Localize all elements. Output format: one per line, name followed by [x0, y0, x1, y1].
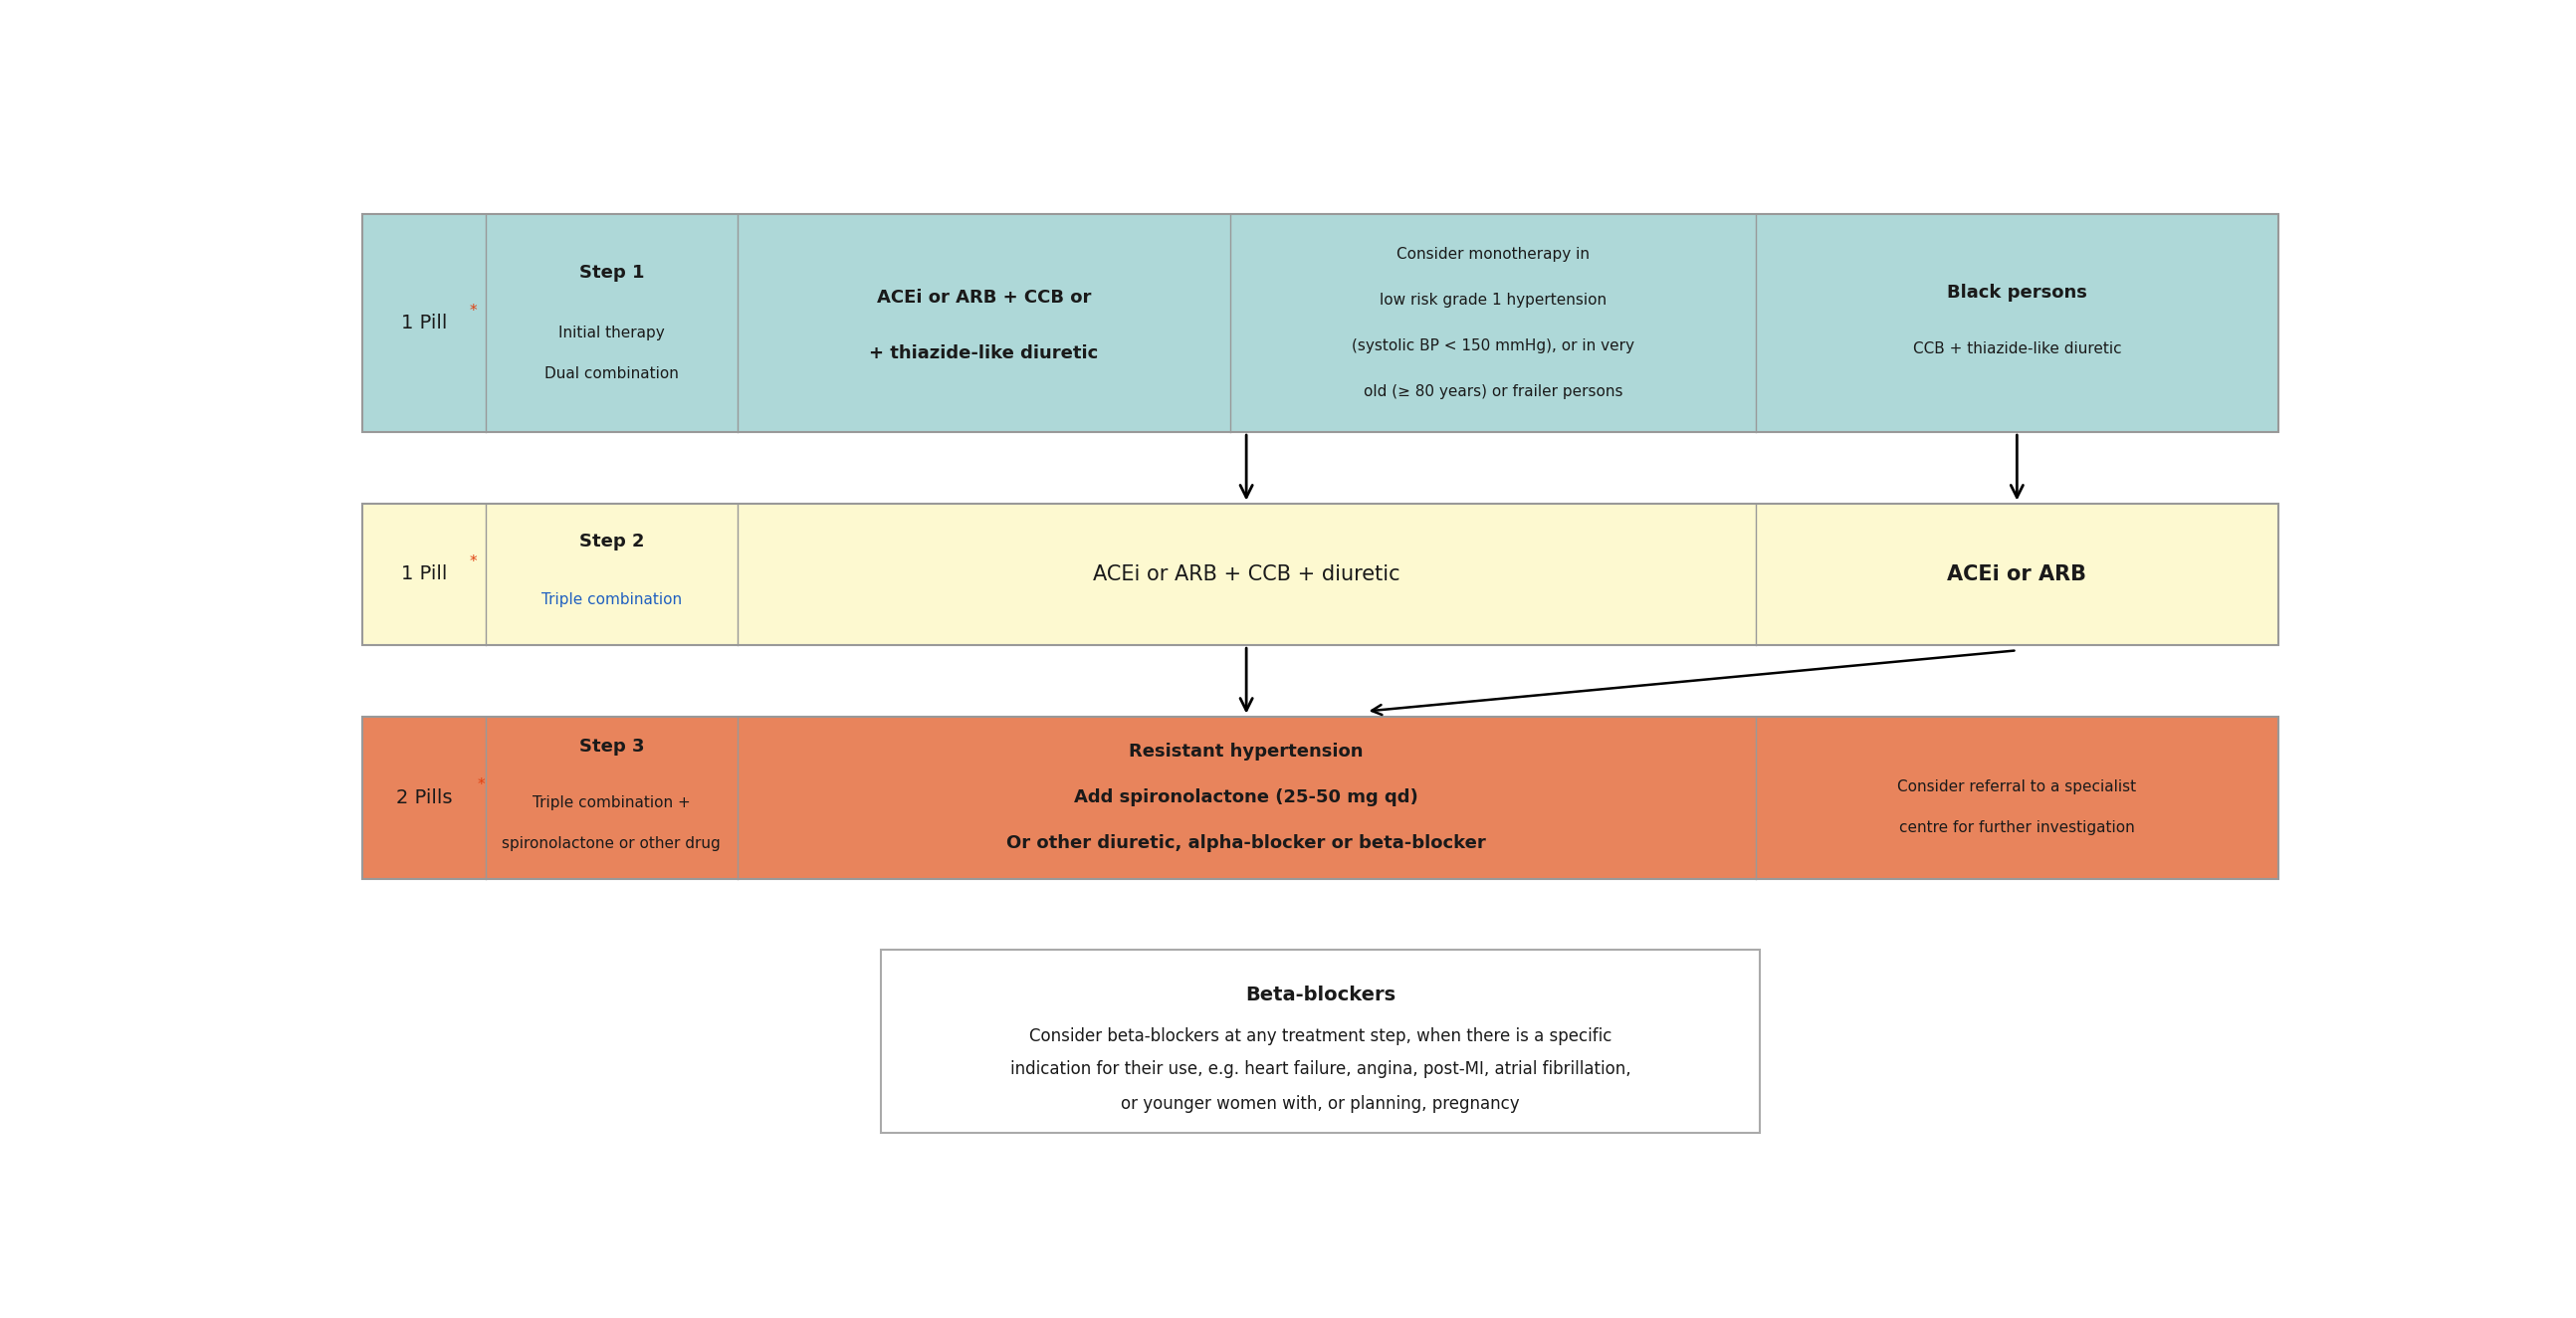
Text: 1 Pill: 1 Pill [402, 314, 446, 332]
Text: Triple combination +: Triple combination + [533, 795, 690, 811]
Text: Dual combination: Dual combination [544, 366, 677, 381]
Text: 1 Pill: 1 Pill [402, 565, 446, 584]
Text: Or other diuretic, alpha-blocker or beta-blocker: Or other diuretic, alpha-blocker or beta… [1007, 834, 1486, 853]
Text: Step 1: Step 1 [580, 264, 644, 281]
Text: or younger women with, or planning, pregnancy: or younger women with, or planning, preg… [1121, 1095, 1520, 1112]
Bar [361, 716, 2280, 879]
Text: (systolic BP < 150 mmHg), or in very: (systolic BP < 150 mmHg), or in very [1352, 339, 1633, 353]
Text: indication for their use, e.g. heart failure, angina, post-MI, atrial fibrillati: indication for their use, e.g. heart fai… [1010, 1061, 1631, 1078]
Text: *: * [469, 555, 477, 569]
Text: Black persons: Black persons [1947, 283, 2087, 302]
Text: Initial therapy: Initial therapy [559, 326, 665, 340]
Text: Consider referral to a specialist: Consider referral to a specialist [1899, 780, 2136, 795]
Text: Consider beta-blockers at any treatment step, when there is a specific: Consider beta-blockers at any treatment … [1028, 1027, 1613, 1045]
Bar [361, 503, 2280, 646]
Text: centre for further investigation: centre for further investigation [1899, 821, 2136, 836]
Text: low risk grade 1 hypertension: low risk grade 1 hypertension [1378, 293, 1607, 307]
Text: + thiazide-like diuretic: + thiazide-like diuretic [868, 344, 1097, 362]
Text: ACEi or ARB + CCB or: ACEi or ARB + CCB or [876, 289, 1092, 307]
Text: Add spironolactone (25-50 mg qd): Add spironolactone (25-50 mg qd) [1074, 788, 1419, 807]
Bar [361, 214, 2280, 432]
Text: *: * [477, 778, 484, 793]
Text: Step 2: Step 2 [580, 532, 644, 551]
Text: Beta-blockers: Beta-blockers [1244, 986, 1396, 1004]
Text: CCB + thiazide-like diuretic: CCB + thiazide-like diuretic [1911, 341, 2120, 356]
Text: ACEi or ARB: ACEi or ARB [1947, 564, 2087, 584]
Text: Resistant hypertension: Resistant hypertension [1128, 743, 1363, 760]
Bar [881, 950, 1759, 1132]
Text: Consider monotherapy in: Consider monotherapy in [1396, 246, 1589, 262]
Text: ACEi or ARB + CCB + diuretic: ACEi or ARB + CCB + diuretic [1092, 564, 1399, 584]
Text: Triple combination: Triple combination [541, 592, 683, 608]
Text: *: * [469, 303, 477, 319]
Text: 2 Pills: 2 Pills [397, 788, 451, 807]
Text: spironolactone or other drug: spironolactone or other drug [502, 836, 721, 850]
Text: old (≥ 80 years) or frailer persons: old (≥ 80 years) or frailer persons [1363, 384, 1623, 399]
Text: Step 3: Step 3 [580, 738, 644, 755]
